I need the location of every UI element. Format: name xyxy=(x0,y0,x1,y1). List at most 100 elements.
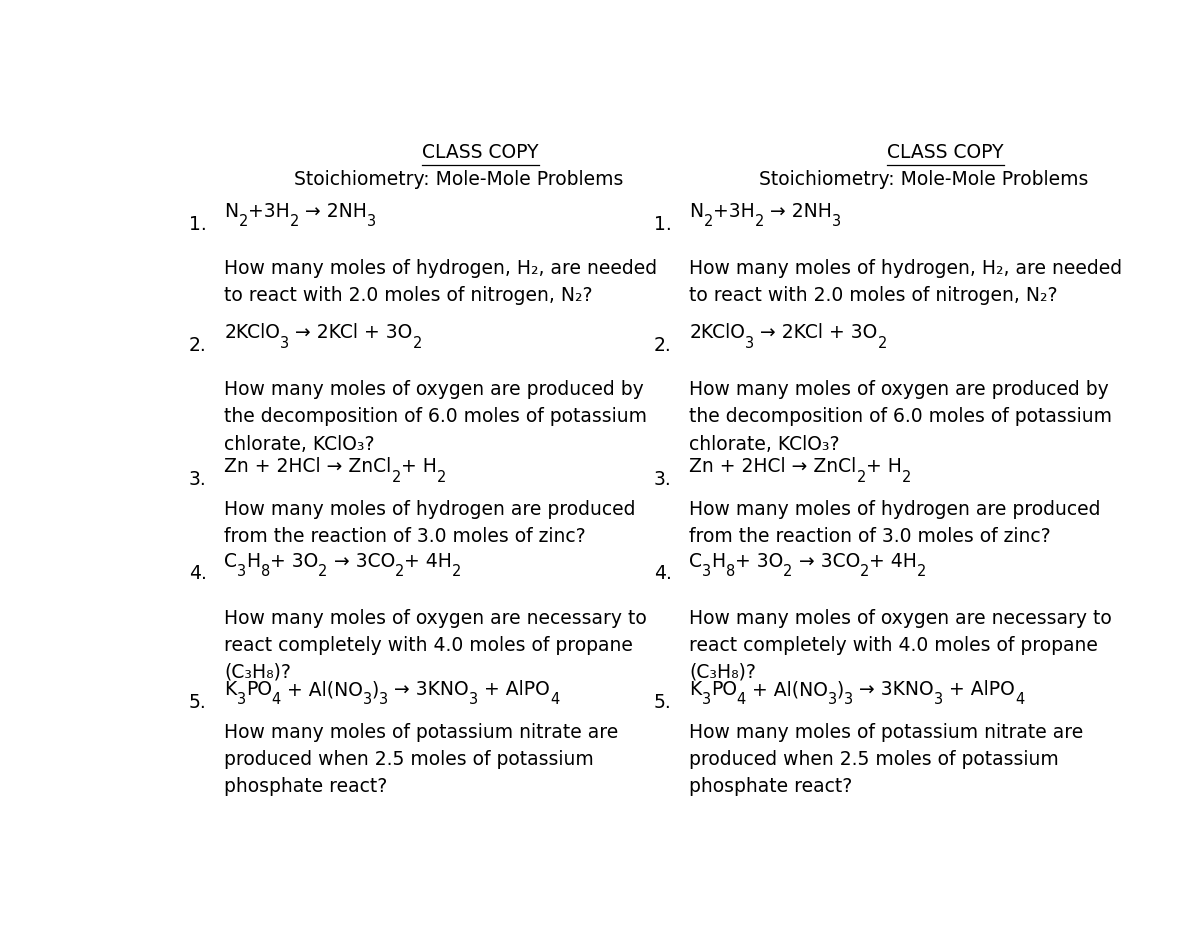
Text: + H: + H xyxy=(401,457,437,476)
Text: How many moles of potassium nitrate are: How many moles of potassium nitrate are xyxy=(224,723,619,742)
Text: the decomposition of 6.0 moles of potassium: the decomposition of 6.0 moles of potass… xyxy=(224,408,648,426)
Text: 2: 2 xyxy=(289,214,299,229)
Text: Stoichiometry: Mole-Mole Problems: Stoichiometry: Mole-Mole Problems xyxy=(294,170,624,189)
Text: PO: PO xyxy=(710,680,737,699)
Text: 8: 8 xyxy=(726,564,734,579)
Text: 4: 4 xyxy=(550,692,559,707)
Text: → 2NH: → 2NH xyxy=(764,202,832,221)
Text: 2: 2 xyxy=(391,470,401,485)
Text: 3: 3 xyxy=(362,692,372,707)
Text: 3: 3 xyxy=(745,336,755,350)
Text: 3: 3 xyxy=(236,692,246,707)
Text: to react with 2.0 moles of nitrogen, N₂?: to react with 2.0 moles of nitrogen, N₂? xyxy=(224,286,593,305)
Text: Zn + 2HCl → ZnCl: Zn + 2HCl → ZnCl xyxy=(224,457,391,476)
Text: 3.: 3. xyxy=(190,470,206,489)
Text: Zn + 2HCl → ZnCl: Zn + 2HCl → ZnCl xyxy=(690,457,857,476)
Text: (C₃H₈)?: (C₃H₈)? xyxy=(224,663,292,682)
Text: + AlPO: + AlPO xyxy=(478,680,550,699)
Text: 8: 8 xyxy=(260,564,270,579)
Text: 3: 3 xyxy=(702,564,712,579)
Text: 2KClO: 2KClO xyxy=(224,324,281,342)
Text: + Al(NO: + Al(NO xyxy=(746,680,828,699)
Text: to react with 2.0 moles of nitrogen, N₂?: to react with 2.0 moles of nitrogen, N₂? xyxy=(690,286,1058,305)
Text: How many moles of oxygen are necessary to: How many moles of oxygen are necessary t… xyxy=(224,609,647,628)
Text: + 3O: + 3O xyxy=(734,552,784,571)
Text: 2KClO: 2KClO xyxy=(690,324,745,342)
Text: 4: 4 xyxy=(737,692,746,707)
Text: 3: 3 xyxy=(367,214,376,229)
Text: How many moles of oxygen are produced by: How many moles of oxygen are produced by xyxy=(690,380,1109,400)
Text: the decomposition of 6.0 moles of potassium: the decomposition of 6.0 moles of potass… xyxy=(690,408,1112,426)
Text: react completely with 4.0 moles of propane: react completely with 4.0 moles of propa… xyxy=(690,636,1098,654)
Text: chlorate, KClO₃?: chlorate, KClO₃? xyxy=(224,435,374,453)
Text: 2: 2 xyxy=(857,470,866,485)
Text: +3H: +3H xyxy=(248,202,289,221)
Text: 3: 3 xyxy=(845,692,853,707)
Text: + 4H: + 4H xyxy=(404,552,452,571)
Text: from the reaction of 3.0 moles of zinc?: from the reaction of 3.0 moles of zinc? xyxy=(690,527,1051,546)
Text: + AlPO: + AlPO xyxy=(943,680,1015,699)
Text: 2: 2 xyxy=(437,470,446,485)
Text: 4: 4 xyxy=(271,692,281,707)
Text: 3: 3 xyxy=(469,692,478,707)
Text: react completely with 4.0 moles of propane: react completely with 4.0 moles of propa… xyxy=(224,636,634,654)
Text: 2: 2 xyxy=(452,564,462,579)
Text: 4.: 4. xyxy=(190,565,206,583)
Text: How many moles of hydrogen, H₂, are needed: How many moles of hydrogen, H₂, are need… xyxy=(690,259,1122,278)
Text: How many moles of hydrogen, H₂, are needed: How many moles of hydrogen, H₂, are need… xyxy=(224,259,658,278)
Text: 4.: 4. xyxy=(654,565,672,583)
Text: chlorate, KClO₃?: chlorate, KClO₃? xyxy=(690,435,840,453)
Text: How many moles of hydrogen are produced: How many moles of hydrogen are produced xyxy=(224,501,636,519)
Text: + 4H: + 4H xyxy=(869,552,917,571)
Text: How many moles of oxygen are produced by: How many moles of oxygen are produced by xyxy=(224,380,644,400)
Text: + 3O: + 3O xyxy=(270,552,318,571)
Text: 2: 2 xyxy=(413,336,422,350)
Text: Stoichiometry: Mole-Mole Problems: Stoichiometry: Mole-Mole Problems xyxy=(760,170,1088,189)
Text: 2: 2 xyxy=(755,214,764,229)
Text: 2.: 2. xyxy=(190,337,206,355)
Text: + Al(NO: + Al(NO xyxy=(281,680,362,699)
Text: → 3CO: → 3CO xyxy=(328,552,395,571)
Text: C: C xyxy=(690,552,702,571)
Text: K: K xyxy=(224,680,236,699)
Text: How many moles of hydrogen are produced: How many moles of hydrogen are produced xyxy=(690,501,1100,519)
Text: → 3KNO: → 3KNO xyxy=(853,680,934,699)
Text: → 3KNO: → 3KNO xyxy=(389,680,469,699)
Text: 3: 3 xyxy=(238,564,246,579)
Text: produced when 2.5 moles of potassium: produced when 2.5 moles of potassium xyxy=(224,750,594,769)
Text: from the reaction of 3.0 moles of zinc?: from the reaction of 3.0 moles of zinc? xyxy=(224,527,586,546)
Text: ): ) xyxy=(372,680,379,699)
Text: PO: PO xyxy=(246,680,271,699)
Text: 2: 2 xyxy=(784,564,792,579)
Text: 2.: 2. xyxy=(654,337,672,355)
Text: 2: 2 xyxy=(902,470,911,485)
Text: → 2NH: → 2NH xyxy=(299,202,367,221)
Text: H: H xyxy=(712,552,726,571)
Text: 3: 3 xyxy=(702,692,710,707)
Text: K: K xyxy=(690,680,702,699)
Text: 1.: 1. xyxy=(654,215,672,234)
Text: + H: + H xyxy=(866,457,902,476)
Text: 3: 3 xyxy=(379,692,389,707)
Text: 3: 3 xyxy=(828,692,838,707)
Text: 2: 2 xyxy=(859,564,869,579)
Text: 2: 2 xyxy=(877,336,887,350)
Text: 3: 3 xyxy=(281,336,289,350)
Text: CLASS COPY: CLASS COPY xyxy=(887,144,1003,162)
Text: 3: 3 xyxy=(832,214,841,229)
Text: H: H xyxy=(246,552,260,571)
Text: N: N xyxy=(690,202,703,221)
Text: phosphate react?: phosphate react? xyxy=(690,777,853,796)
Text: 2: 2 xyxy=(239,214,248,229)
Text: How many moles of potassium nitrate are: How many moles of potassium nitrate are xyxy=(690,723,1084,742)
Text: → 2KCl + 3O: → 2KCl + 3O xyxy=(289,324,413,342)
Text: How many moles of oxygen are necessary to: How many moles of oxygen are necessary t… xyxy=(690,609,1112,628)
Text: → 3CO: → 3CO xyxy=(792,552,859,571)
Text: 3: 3 xyxy=(934,692,943,707)
Text: 2: 2 xyxy=(703,214,713,229)
Text: 2: 2 xyxy=(917,564,926,579)
Text: 4: 4 xyxy=(1015,692,1024,707)
Text: 2: 2 xyxy=(318,564,328,579)
Text: CLASS COPY: CLASS COPY xyxy=(422,144,539,162)
Text: C: C xyxy=(224,552,238,571)
